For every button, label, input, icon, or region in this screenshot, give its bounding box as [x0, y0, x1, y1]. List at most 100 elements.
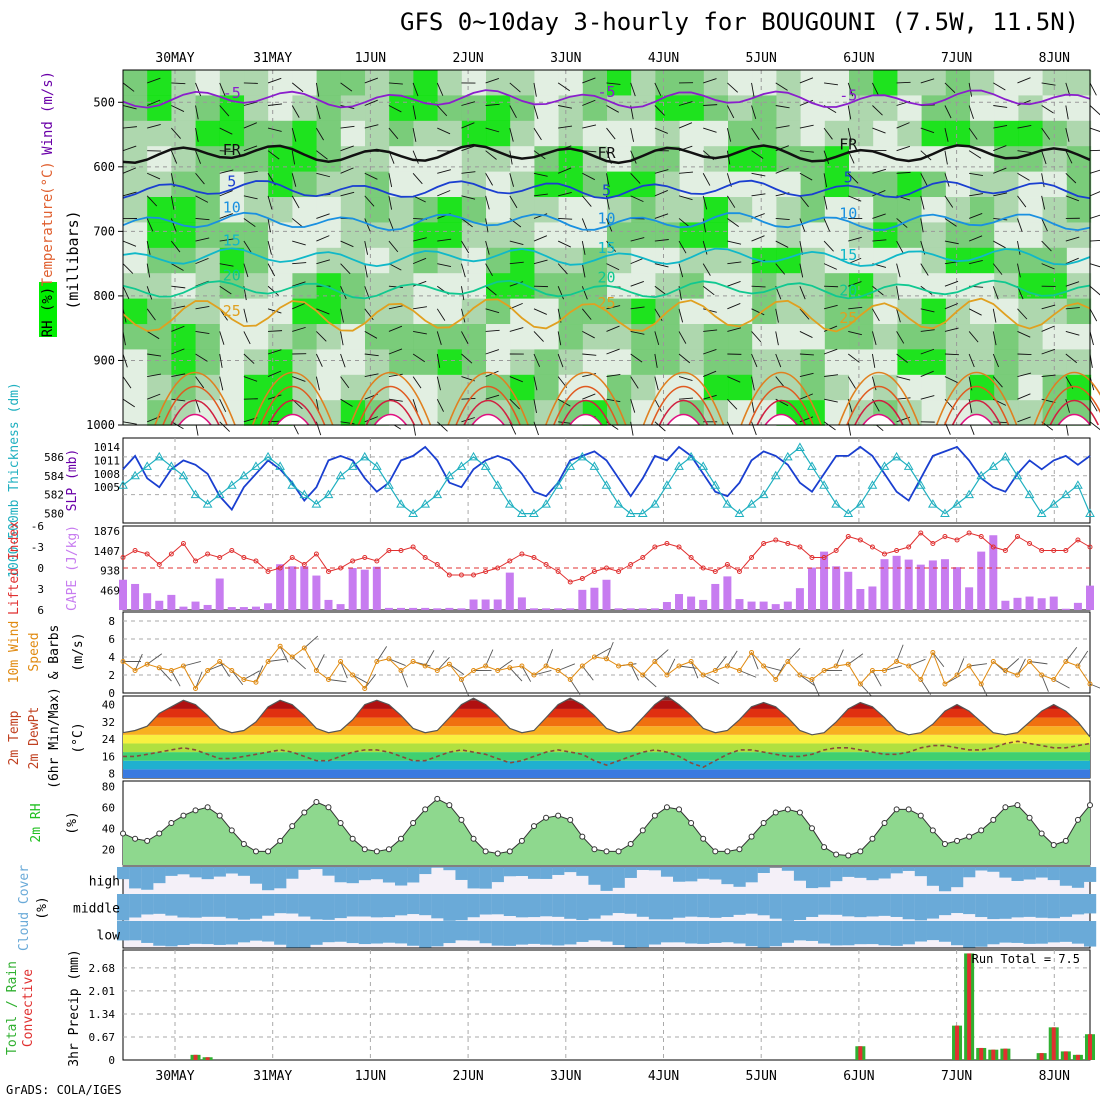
cloud-bar — [685, 921, 698, 944]
wind-barb — [558, 125, 573, 129]
wind-barb — [582, 124, 597, 129]
rh2m-marker — [325, 804, 332, 811]
rh2m-marker — [373, 848, 380, 855]
wind-barb — [606, 173, 610, 188]
wind-barb — [461, 122, 475, 129]
isotherm-label: -5 — [223, 84, 241, 102]
temp2m-tick-label: 16 — [102, 750, 115, 763]
wind-barb — [557, 82, 570, 92]
rh2m-marker — [313, 799, 320, 805]
rh-shading-cell — [824, 222, 850, 248]
rh-shading-cell — [558, 70, 583, 96]
thickness-marker — [782, 451, 793, 461]
wind10-barb — [666, 658, 676, 676]
wind-barb — [1089, 263, 1100, 268]
rh-shading-cell — [1018, 298, 1043, 325]
rh-shading-cell — [389, 247, 414, 274]
wind-barb — [799, 263, 804, 278]
bottom-time-label: 5JUN — [746, 1069, 777, 1084]
temperature-label: Temperature — [40, 194, 56, 287]
lifted-index-marker — [277, 565, 283, 571]
cloud-bar — [709, 894, 722, 918]
rh-shading-cell — [1042, 374, 1067, 401]
wind10-marker — [990, 659, 996, 664]
cloud-bar — [407, 867, 420, 883]
thickness-marker — [311, 499, 322, 508]
rh2m-marker — [518, 837, 525, 844]
wind10-marker — [906, 663, 912, 669]
cloud-bar — [733, 867, 746, 887]
rh2m-tick-label: 20 — [102, 843, 115, 856]
wind-barb — [485, 329, 500, 332]
wind-barb — [268, 103, 283, 106]
rh-shading-cell — [316, 70, 341, 96]
rh-shading-cell — [292, 95, 317, 121]
wind-barb — [993, 421, 1008, 424]
rh-shading-cell — [1066, 70, 1092, 96]
cape-bar — [1086, 585, 1094, 610]
wind-barb — [896, 171, 911, 174]
wind-barb — [485, 285, 497, 296]
wind-barb — [678, 240, 687, 254]
wind10-barb — [1065, 646, 1078, 662]
rh-shading-cell — [607, 222, 632, 248]
wind-barb — [630, 399, 636, 413]
wind-barb — [654, 82, 662, 96]
lifted-index-marker — [156, 562, 162, 567]
cape-bar — [517, 597, 526, 610]
wind-barb — [412, 257, 427, 265]
wind10-tick-label: 8 — [108, 615, 115, 628]
lifted-index-marker — [1027, 541, 1033, 546]
rh-shading-cell — [244, 349, 269, 375]
warm-cell-contour — [658, 399, 709, 426]
rh-shading-cell — [461, 197, 487, 223]
wind-barb — [122, 376, 132, 389]
thickness-tick-label: 586 — [44, 451, 64, 464]
rh-shading-cell — [510, 197, 535, 223]
wind10-barb — [545, 649, 554, 667]
wind-barb — [703, 308, 717, 313]
wind-barb — [509, 173, 515, 187]
wind10-tick-label: 4 — [108, 651, 115, 664]
cloud-bar — [382, 921, 396, 943]
rh-shading-cell — [268, 95, 293, 121]
cloud-bar — [757, 867, 770, 873]
wind-barb — [751, 376, 755, 391]
cloud-bar — [781, 894, 795, 921]
thickness-marker — [613, 499, 624, 508]
wind-barb — [509, 261, 524, 265]
wind-barb — [147, 124, 161, 129]
rh2m-marker — [676, 806, 683, 813]
wind-barb — [872, 127, 886, 134]
wind-barb — [1017, 77, 1031, 84]
wind-barb — [726, 421, 734, 435]
cape-bar — [989, 535, 998, 610]
wind-barb — [291, 218, 304, 228]
wind10-barb — [497, 659, 513, 671]
wind-barb — [606, 305, 621, 310]
thickness-marker — [758, 489, 769, 499]
rh-shading-cell — [534, 349, 559, 375]
cloud-bar — [249, 867, 263, 884]
wind10-barb — [726, 650, 738, 667]
rh-shading-cell — [1018, 349, 1043, 375]
cloud-bar — [177, 921, 190, 946]
wind-barb — [171, 348, 185, 355]
wind-barb — [219, 376, 224, 391]
lifted-index-marker — [495, 565, 501, 571]
cloud-bar — [963, 921, 976, 948]
wind-barb — [1017, 372, 1032, 378]
rh-shading-cell — [461, 324, 487, 350]
warm-cell-contour — [170, 399, 220, 426]
wind10-barb — [183, 660, 201, 667]
warm-cell-contour — [373, 413, 408, 426]
wind10-barb — [485, 649, 494, 667]
wind10-marker — [132, 668, 138, 673]
wind-barb — [1089, 105, 1100, 116]
wind-barb — [993, 240, 1006, 249]
wind-barb — [678, 376, 693, 381]
rh-shading-cell — [728, 120, 753, 147]
thickness-marker — [420, 499, 431, 508]
cloud-bar — [938, 894, 952, 916]
warm-cell-contour — [854, 399, 904, 426]
